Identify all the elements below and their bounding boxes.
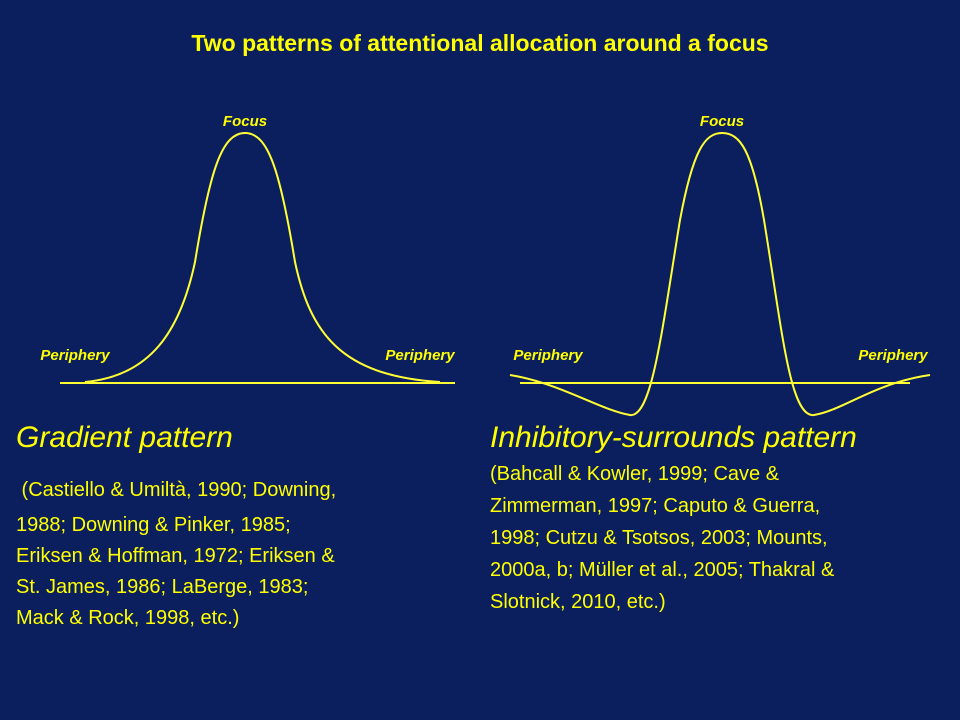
citation-line: St. James, 1986; LaBerge, 1983; — [16, 576, 309, 598]
citation-line: (Bahcall & Kowler, 1999; Cave & — [490, 463, 780, 485]
inhibitory-curve — [509, 131, 931, 417]
heading: Gradient pattern — [16, 421, 233, 454]
citation-line: 1998; Cutzu & Tsotsos, 2003; Mounts, — [490, 527, 828, 549]
citation-line: Mack & Rock, 1998, etc.) — [16, 607, 240, 629]
citation-line: (Castiello & Umiltà, 1990; Downing, — [16, 479, 337, 501]
focus-label: Focus — [222, 113, 268, 130]
gradient-curve — [84, 131, 441, 383]
periphery-label: Periphery — [858, 347, 928, 364]
citation-line: Zimmerman, 1997; Caputo & Guerra, — [490, 495, 821, 517]
periphery-label: Periphery — [513, 347, 583, 364]
citation-line: Slotnick, 2010, etc.) — [490, 591, 666, 613]
periphery-label: Periphery — [40, 347, 110, 364]
periphery-label: Periphery — [385, 347, 455, 364]
heading: Inhibitory-surrounds pattern — [490, 421, 857, 454]
citation-line: 2000a, b; Müller et al., 2005; Thakral & — [490, 559, 835, 581]
focus-label: Focus — [699, 113, 745, 130]
title: Two patterns of attentional allocation a… — [191, 30, 769, 56]
citation-line: Eriksen & Hoffman, 1972; Eriksen & — [16, 545, 335, 567]
citation-line: 1988; Downing & Pinker, 1985; — [16, 514, 291, 536]
